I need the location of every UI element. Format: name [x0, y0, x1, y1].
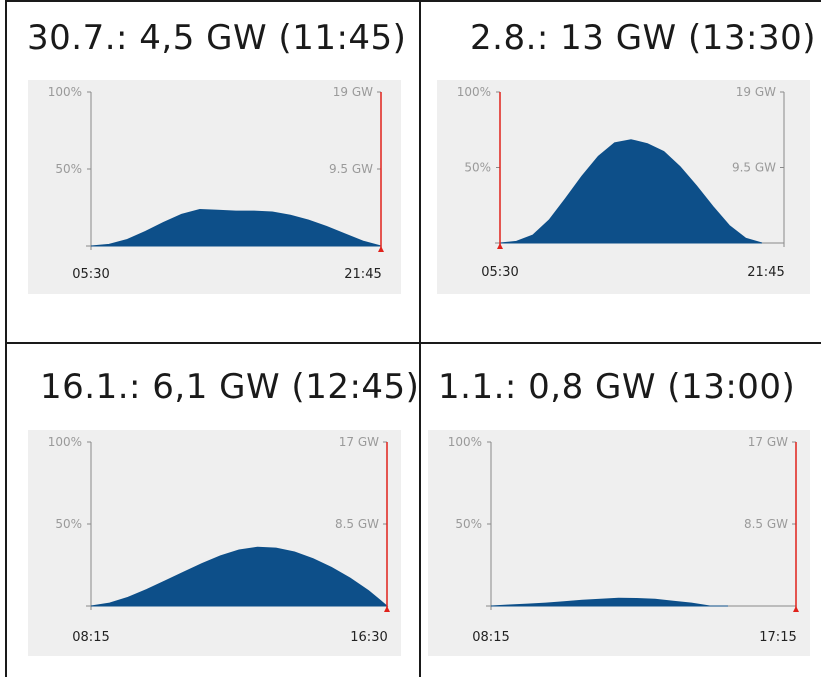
x-tick-label-end: 21:45: [747, 265, 784, 280]
chart-panel: 100% 50% 17 GW 8.5 GW 08:15 16:30: [28, 430, 401, 656]
time-marker-arrow: [497, 243, 503, 249]
chart-title: 16.1.: 6,1 GW (12:45): [40, 367, 420, 407]
y-right-tick-label: 8.5 GW: [335, 517, 379, 531]
x-tick-label-start: 08:15: [72, 630, 109, 645]
y-left-tick-label: 50%: [455, 517, 482, 531]
chart-panel: 100% 50% 19 GW 9.5 GW 05:30 21:45: [28, 80, 401, 294]
chart-title: 30.7.: 4,5 GW (11:45): [27, 18, 407, 58]
table-divider-vertical: [419, 0, 421, 677]
area-series: [90, 208, 382, 247]
x-tick-label-end: 17:15: [759, 630, 796, 645]
chart-svg: 100% 50% 19 GW 9.5 GW 05:30 21:45: [48, 85, 384, 282]
y-right-tick-label: 17 GW: [748, 435, 788, 449]
y-right-tick-label: 8.5 GW: [744, 517, 788, 531]
y-right-tick-label: 9.5 GW: [329, 162, 373, 176]
y-right-tick-label: 17 GW: [339, 435, 379, 449]
chart-svg: 100% 50% 19 GW 9.5 GW 05:30 21:45: [457, 85, 785, 280]
x-tick-label-end: 21:45: [344, 267, 381, 282]
area-series: [490, 597, 728, 607]
x-tick-label-start: 05:30: [481, 265, 518, 280]
chart-svg: 100% 50% 17 GW 8.5 GW 08:15 17:15: [448, 435, 799, 645]
time-marker-arrow: [793, 606, 799, 612]
y-left-tick-label: 100%: [457, 85, 491, 99]
chart-svg: 100% 50% 17 GW 8.5 GW 08:15 16:30: [48, 435, 390, 645]
y-right-tick-label: 9.5 GW: [732, 161, 776, 175]
chart-title: 2.8.: 13 GW (13:30): [470, 18, 816, 58]
y-right-tick-label: 19 GW: [333, 85, 373, 99]
chart-panel: 100% 50% 17 GW 8.5 GW 08:15 17:15: [428, 430, 810, 656]
time-marker-arrow: [384, 606, 390, 612]
area-series: [499, 139, 763, 244]
y-left-tick-label: 50%: [464, 161, 491, 175]
y-left-tick-label: 100%: [48, 85, 82, 99]
area-series: [90, 546, 389, 607]
table-border-left: [5, 0, 7, 677]
time-marker-arrow: [378, 246, 384, 252]
table-divider-horizontal: [5, 342, 821, 344]
x-tick-label-start: 08:15: [472, 630, 509, 645]
y-left-tick-label: 50%: [55, 162, 82, 176]
x-tick-label-end: 16:30: [350, 630, 387, 645]
chart-panel: 100% 50% 19 GW 9.5 GW 05:30 21:45: [437, 80, 810, 294]
y-left-tick-label: 50%: [55, 517, 82, 531]
table-border-top: [5, 0, 821, 2]
y-left-tick-label: 100%: [448, 435, 482, 449]
chart-title: 1.1.: 0,8 GW (13:00): [438, 367, 796, 407]
x-tick-label-start: 05:30: [72, 267, 109, 282]
y-left-tick-label: 100%: [48, 435, 82, 449]
y-right-tick-label: 19 GW: [736, 85, 776, 99]
